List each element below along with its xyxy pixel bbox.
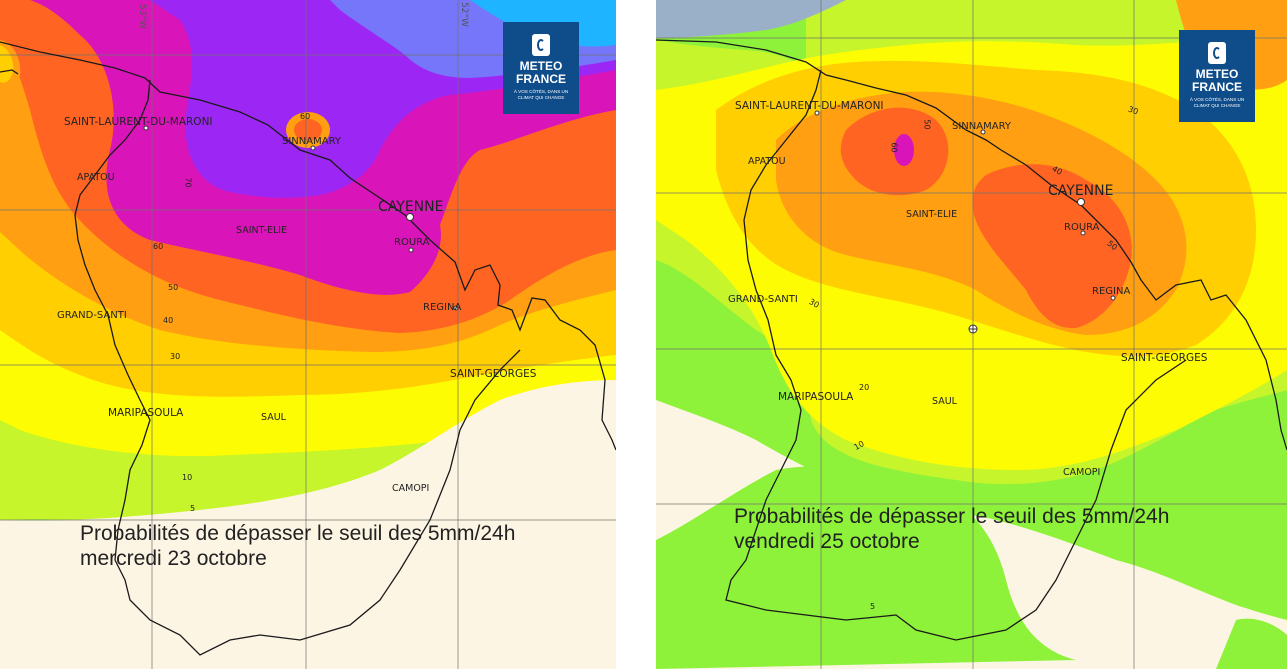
contour-label: 70 [183,177,193,188]
town-label: APATOU [748,156,786,167]
town-label: GRAND-SANTI [57,310,127,321]
contour-label: 60 [300,112,311,121]
town-label: CAYENNE [378,199,444,215]
crosshair-icon [968,324,978,334]
caption-title: Probabilités de dépasser le seuil des 5m… [80,522,516,545]
contour-label: 50 [168,283,179,292]
town-label: SAINT-LAURENT-DU-MARONI [64,116,213,128]
town-label: MARIPASOULA [778,391,854,403]
town-label: SAINT-ELIE [236,225,288,236]
contour-label: 20 [859,383,870,392]
logo-text: METEO [519,59,563,73]
contour-label: 50 [922,119,932,130]
contour-label: 40 [163,316,174,325]
town-label: SAUL [261,412,286,423]
town-label: SINNAMARY [282,136,341,147]
longitude-label: 52°W [459,2,469,27]
caption-title: Probabilités de dépasser le seuil des 5m… [734,505,1170,528]
town-label: REGINA [423,302,462,313]
town-label: SAUL [932,396,957,407]
contour-label: 60 [889,142,899,153]
town-label: SAINT-GEORGES [450,368,537,380]
map-caption: Probabilités de dépasser le seuil des 5m… [734,504,1169,554]
town-label: MARIPASOULA [108,407,184,419]
contour-label: 60 [153,242,164,251]
map-panel-friday: SAINT-LAURENT-DU-MARONI SINNAMARY APATOU… [656,0,1287,669]
contour-label: 10 [182,473,193,482]
meteo-france-logo: METEO FRANCE À VOS CÔTÉS, DANS UN CLIMAT… [503,22,579,114]
meteo-france-emblem-icon [1208,42,1226,64]
contour-label: 5 [870,602,876,611]
contour-label: 30 [170,352,181,361]
longitude-label: 53°W [137,4,147,29]
town-label: CAYENNE [1048,183,1114,199]
map-caption: Probabilités de dépasser le seuil des 5m… [80,521,515,571]
map-panel-wednesday: 53°W 52°W SAINT-LAURENT-DU-MARONI SINNAM… [0,0,616,669]
town-label: CAMOPI [392,483,430,494]
meteo-france-logo: METEO FRANCE À VOS CÔTÉS, DANS UN CLIMAT… [1179,30,1255,122]
contour-label: 5 [190,504,196,513]
meteo-france-emblem-icon [532,34,550,56]
town-label: APATOU [77,172,115,183]
logo-text: METEO [1195,67,1239,81]
town-label: SAINT-LAURENT-DU-MARONI [735,100,884,112]
town-label: ROURA [394,237,430,248]
logo-text: FRANCE [516,72,566,86]
town-label: REGINA [1092,286,1131,297]
logo-text: FRANCE [1192,80,1242,94]
town-label: SINNAMARY [952,121,1011,132]
logo-tagline: À VOS CÔTÉS, DANS UN CLIMAT QUI CHANGE [1189,97,1245,108]
town-label: CAMOPI [1063,467,1101,478]
town-markers [143,125,459,311]
caption-date: mercredi 23 octobre [80,547,267,570]
town-label: GRAND-SANTI [728,294,798,305]
town-label: ROURA [1064,222,1100,233]
caption-date: vendredi 25 octobre [734,530,920,553]
town-label: SAINT-ELIE [906,209,958,220]
logo-tagline: À VOS CÔTÉS, DANS UN CLIMAT QUI CHANGE [513,89,569,100]
probability-map-friday [656,0,1287,669]
town-label: SAINT-GEORGES [1121,352,1208,364]
